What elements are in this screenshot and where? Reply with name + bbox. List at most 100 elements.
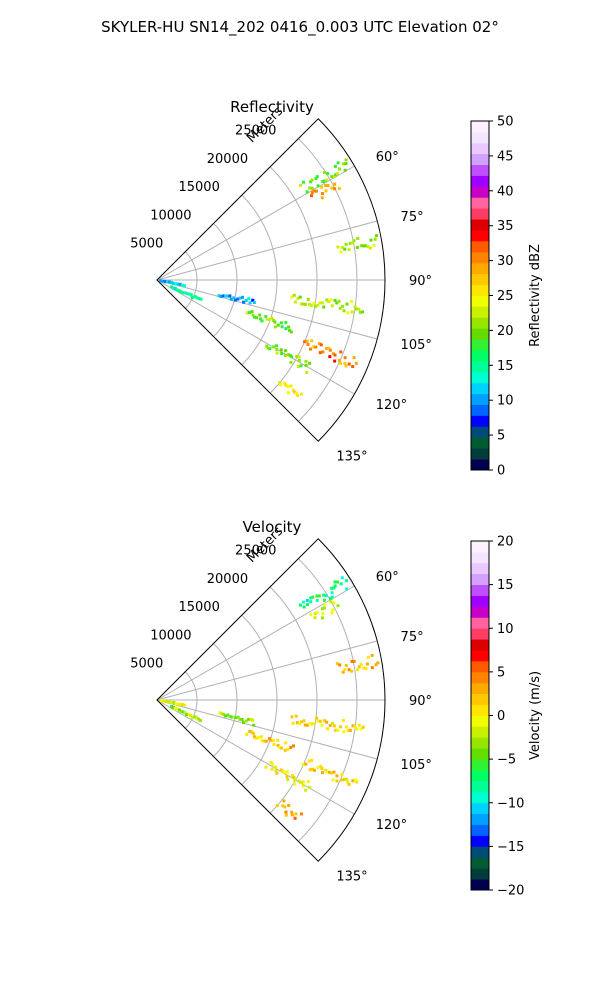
- echo-gate: [340, 245, 344, 249]
- echo-gate: [185, 292, 189, 296]
- echo-gate: [361, 244, 365, 248]
- echo-gate: [347, 668, 351, 672]
- echo-gate: [198, 719, 202, 723]
- range-tick-label: 25000: [235, 124, 276, 139]
- echo-gate: [293, 778, 297, 782]
- colorbar-tick-label: −5: [497, 753, 516, 768]
- echo-gate: [249, 717, 253, 721]
- echo-gate: [280, 746, 284, 750]
- echo-gate: [333, 353, 337, 357]
- echo-gate: [332, 601, 336, 605]
- echo-gate: [276, 738, 280, 742]
- colorbar-swatch: [471, 650, 489, 662]
- echo-gate: [356, 236, 360, 240]
- echo-feature: [245, 310, 293, 334]
- echo-gate: [305, 190, 309, 194]
- echo-gate: [193, 295, 197, 299]
- echo-gate: [308, 785, 312, 789]
- echo-gate: [168, 700, 172, 704]
- colorbar-swatch: [471, 284, 489, 296]
- echo-gate: [321, 350, 325, 354]
- echo-gate: [322, 606, 326, 610]
- echo-gate: [351, 724, 355, 728]
- range-tick-label: 10000: [150, 628, 191, 643]
- colorbar-tick-label: 15: [497, 359, 514, 374]
- echo-gate: [274, 765, 278, 769]
- colorbar-swatch: [471, 121, 489, 133]
- echo-gate: [343, 668, 347, 672]
- range-tick-label: 20000: [207, 152, 248, 167]
- echo-gate: [274, 769, 278, 773]
- echo-gate: [220, 712, 224, 716]
- colorbar-swatch: [471, 726, 489, 738]
- echo-gate: [316, 184, 320, 188]
- echo-gate: [306, 342, 310, 346]
- echo-gate: [284, 321, 288, 325]
- echo-gate: [357, 307, 361, 311]
- echo-gate: [311, 767, 315, 771]
- range-tick-label: 10000: [150, 208, 191, 223]
- echo-gate: [271, 345, 275, 349]
- echo-gate: [320, 301, 324, 305]
- colorbar-tick-label: 15: [497, 578, 514, 593]
- echo-gate: [278, 381, 282, 385]
- colorbar-tick-label: 10: [497, 394, 514, 409]
- echo-gate: [293, 390, 297, 394]
- azimuth-tick-label: 75°: [401, 210, 424, 225]
- echo-gate: [275, 804, 279, 808]
- colorbar-swatch: [471, 437, 489, 449]
- colorbar-swatch: [471, 360, 489, 373]
- echo-gate: [309, 600, 313, 604]
- echo-gate: [350, 659, 354, 663]
- colorbar-swatch: [471, 306, 489, 318]
- echo-gate: [329, 771, 333, 775]
- colorbar-swatch: [471, 262, 489, 275]
- echo-gate: [251, 298, 255, 302]
- echo-gate: [308, 186, 312, 190]
- colorbar-tick-label: 20: [497, 324, 514, 339]
- echo-gate: [346, 311, 350, 315]
- echo-gate: [335, 301, 339, 305]
- echo-gate: [353, 724, 357, 728]
- echo-gate: [346, 780, 350, 784]
- echo-gate: [286, 391, 290, 395]
- echo-gate: [165, 700, 169, 704]
- colorbar-swatch: [471, 595, 489, 607]
- echo-gate: [320, 196, 324, 200]
- echo-feature: [170, 705, 202, 723]
- echo-gate: [331, 721, 335, 725]
- echo-gate: [266, 346, 270, 350]
- echo-gate: [333, 182, 337, 186]
- echo-gate: [228, 714, 232, 718]
- echo-gate: [331, 608, 335, 612]
- echo-gate: [345, 579, 349, 583]
- echo-gate: [325, 346, 329, 350]
- echo-gate: [252, 300, 256, 304]
- echo-gate: [310, 339, 314, 343]
- echo-gate: [287, 325, 291, 329]
- echo-gate: [230, 715, 234, 719]
- colorbar-tick-label: 5: [497, 665, 505, 680]
- echo-gate: [341, 670, 345, 674]
- echo-gate: [368, 246, 372, 250]
- echo-feature: [310, 182, 341, 200]
- echo-gate: [335, 172, 339, 176]
- echo-gate: [271, 739, 275, 743]
- colorbar-swatch: [471, 339, 489, 351]
- colorbar-swatch: [471, 639, 489, 651]
- echo-gate: [182, 284, 186, 288]
- azimuth-tick-label: 60°: [376, 150, 399, 165]
- echo-gate: [170, 705, 174, 709]
- colorbar-swatch: [471, 660, 489, 673]
- echo-gate: [352, 659, 356, 663]
- echo-gate: [321, 179, 325, 183]
- echo-gate: [305, 723, 309, 727]
- echo-gate: [301, 784, 305, 788]
- echo-gate: [333, 359, 337, 363]
- echo-gate: [293, 300, 297, 304]
- echo-gate: [278, 745, 282, 749]
- echo-gate: [320, 723, 324, 727]
- echo-gate: [282, 799, 286, 803]
- echo-gate: [346, 728, 350, 732]
- echo-gate: [303, 340, 307, 344]
